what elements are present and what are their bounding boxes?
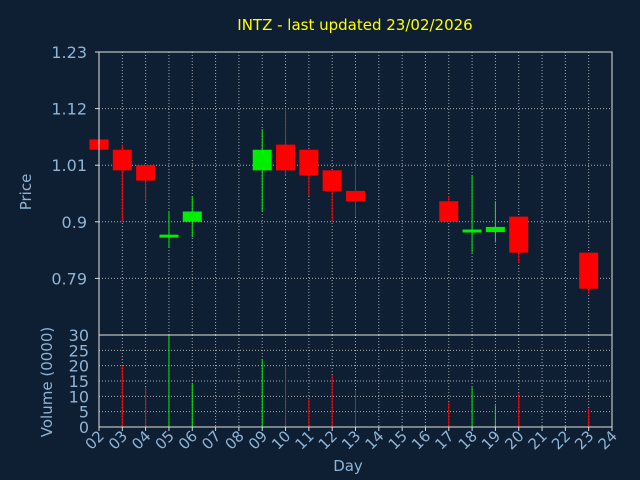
day-tick-label: 14 <box>361 427 387 453</box>
day-tick-label: 24 <box>595 427 621 453</box>
volume-tick-label: 25 <box>69 341 89 360</box>
candle-body <box>485 226 505 233</box>
candle-body <box>462 229 482 233</box>
day-tick-label: 18 <box>455 427 481 453</box>
day-tick-label: 08 <box>222 427 248 453</box>
day-tick-labels: 0203040506070809101112131415161718192021… <box>82 427 621 453</box>
price-tick-label: 1.01 <box>51 156 87 175</box>
candle-body <box>276 144 296 171</box>
x-axis-label: Day <box>333 457 363 475</box>
candle-body <box>159 234 179 238</box>
volume-tick-label: 10 <box>69 387 89 406</box>
day-tick-label: 20 <box>501 427 527 453</box>
day-tick-label: 13 <box>338 427 364 453</box>
day-tick-label: 07 <box>198 427 224 453</box>
candle-body <box>299 149 319 176</box>
day-tick-label: 12 <box>315 427 341 453</box>
volume-panel-frame <box>98 334 613 428</box>
candle-body <box>252 149 272 171</box>
day-tick-label: 15 <box>385 427 411 453</box>
price-tick-label: 1.12 <box>51 100 87 119</box>
candle-body <box>346 190 365 202</box>
candle-series <box>89 108 599 294</box>
volume-tick-label: 15 <box>69 372 89 391</box>
candle-body <box>579 252 599 289</box>
day-tick-label: 06 <box>175 427 201 453</box>
day-tick-label: 10 <box>268 427 294 453</box>
day-tick-label: 22 <box>548 427 574 453</box>
day-tick-label: 19 <box>478 427 504 453</box>
volume-series <box>121 335 590 427</box>
volume-tick-label: 30 <box>69 326 89 345</box>
day-tick-label: 21 <box>525 427 551 453</box>
volume-tick-label: 0 <box>79 418 89 437</box>
day-tick-label: 09 <box>245 427 271 453</box>
price-tick-labels: 1.23 1.12 1.01 0.9 0.79 <box>51 43 87 288</box>
day-tick-label: 17 <box>431 427 457 453</box>
candle-body <box>182 211 202 222</box>
day-tick-label: 04 <box>128 427 154 453</box>
day-tick-label: 16 <box>408 427 434 453</box>
day-tick-label: 03 <box>105 427 131 453</box>
volume-axis-label: Volume (0000) <box>38 327 56 437</box>
price-axis-label: Price <box>17 174 35 211</box>
chart-title: INTZ - last updated 23/02/2026 <box>237 16 472 34</box>
price-tick-label: 1.23 <box>51 43 87 62</box>
plot-frames <box>98 51 613 428</box>
volume-tick-label: 20 <box>69 357 89 376</box>
price-tick-label: 0.9 <box>62 213 87 232</box>
candle-body <box>322 170 342 191</box>
price-tick-label: 0.79 <box>51 269 87 288</box>
candle-body <box>112 149 132 171</box>
candle-body <box>136 165 156 181</box>
day-tick-label: 23 <box>571 427 597 453</box>
volume-tick-label: 5 <box>79 403 89 422</box>
candle-body <box>509 216 529 253</box>
day-tick-label: 05 <box>152 427 178 453</box>
candle-body <box>439 201 459 222</box>
day-tick-label: 11 <box>291 427 317 453</box>
